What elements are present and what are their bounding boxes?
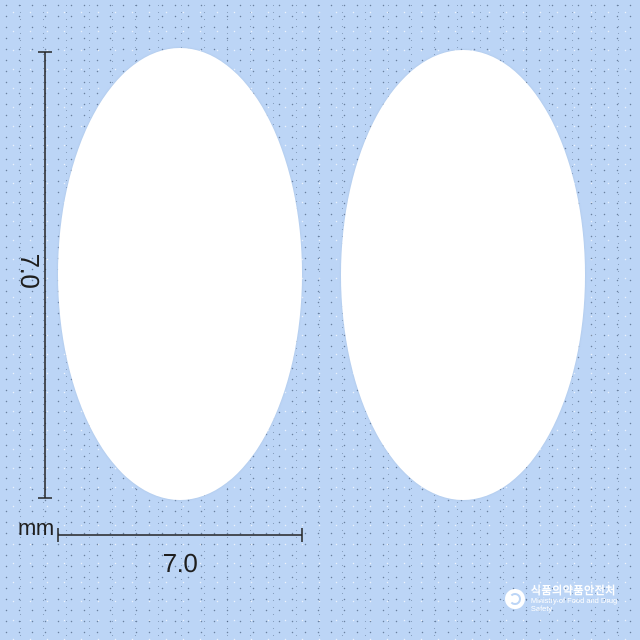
seal-icon: [505, 589, 525, 610]
unit-label: mm: [18, 515, 54, 540]
logo-korean-text: 식품의약품안전처: [530, 585, 616, 597]
ministry-logo: 식품의약품안전처 Ministry of Food and Drug Safet…: [505, 585, 640, 614]
tablet-front: [58, 48, 302, 500]
logo-english-text: Ministry of Food and Drug Safety: [530, 596, 618, 614]
width-label: 7.0: [162, 548, 198, 578]
height-label: 7.0: [15, 253, 45, 289]
tablet-back: [341, 50, 585, 500]
